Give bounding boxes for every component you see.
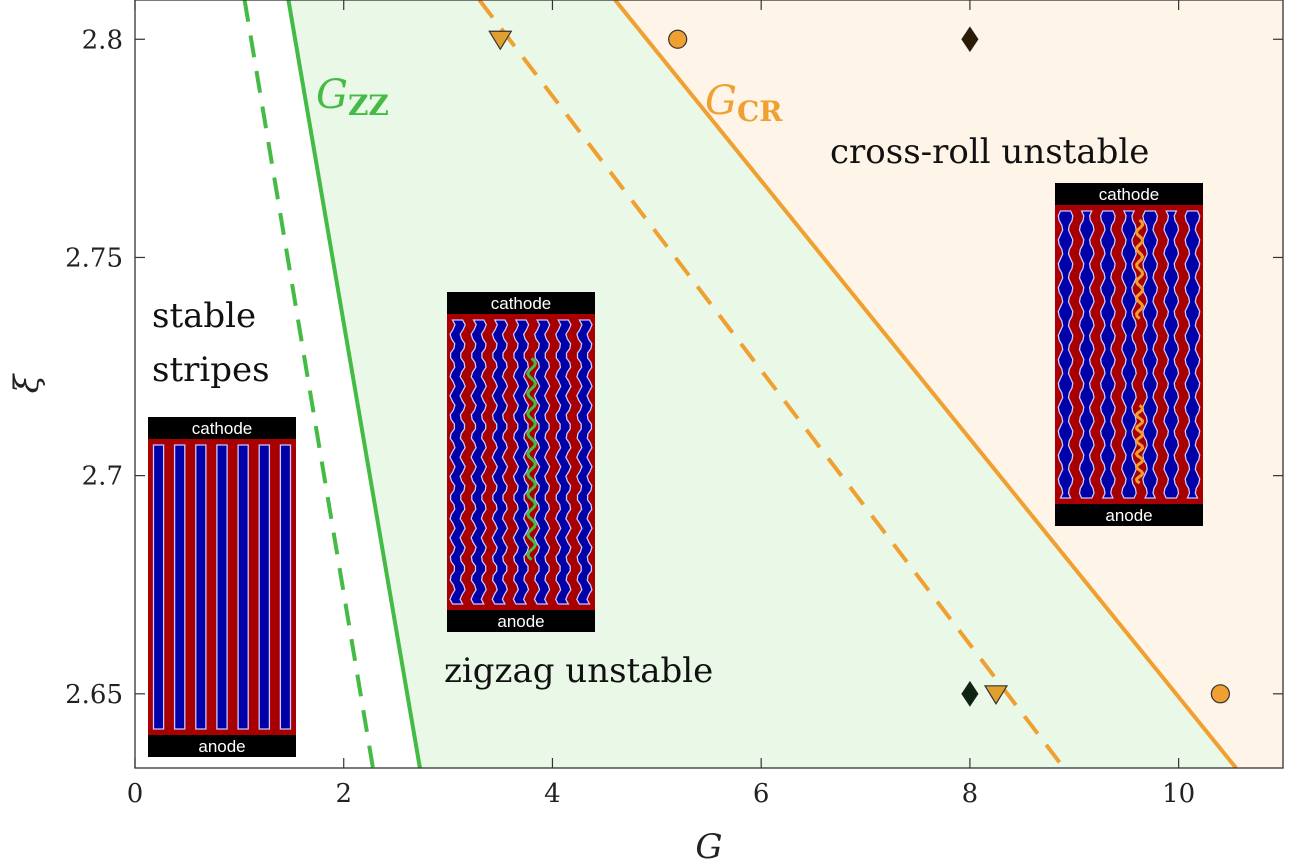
zigzag-solid-line [286, 0, 422, 768]
inset-stripe [195, 444, 207, 730]
inset-stripe [1121, 210, 1137, 499]
inset-stripe [449, 319, 466, 605]
inset-stripe [554, 319, 572, 605]
x-tick-label: 8 [962, 779, 979, 809]
inset-stripe [279, 444, 292, 730]
inset-stripe [1099, 210, 1116, 499]
g-zz-label: GZZ [316, 72, 389, 122]
axes-group: 0 2 4 6 8 10 2.65 2.7 2.75 2.8 Gξ [7, 0, 1284, 867]
inset-anode-label: anode [497, 612, 544, 631]
inset-top-bar [447, 292, 595, 314]
inset-stripe [1142, 210, 1159, 499]
inset-top-bar [1055, 183, 1203, 205]
region-label: stable [152, 296, 256, 336]
inset-group: cathode anode cathode anode cathode anode [148, 183, 1203, 757]
marker-diamond-3 [961, 680, 979, 707]
inset-cathode-label: cathode [1099, 185, 1160, 204]
g-cr-label: GCR [705, 78, 783, 128]
inset-stripe [512, 319, 530, 605]
crossroll-dashed-line [477, 0, 1066, 768]
curve-label-subscript: ZZ [348, 89, 389, 122]
inset-top-bar [148, 417, 296, 439]
y-tick-label: 2.75 [65, 243, 123, 273]
inset-stripe [1184, 210, 1201, 499]
marker-circle-1 [668, 29, 688, 49]
inset-bottom-bar [1055, 504, 1203, 526]
inset-stripe [470, 319, 488, 605]
inset-stripe [533, 319, 551, 605]
y-tick-label: 2.7 [82, 462, 123, 492]
inset-cathode-label: cathode [491, 294, 552, 313]
inset-stripe [576, 319, 593, 605]
x-axis-label: G [695, 827, 722, 867]
x-tick-label: 2 [335, 779, 352, 809]
y-tick-label: 2.8 [82, 25, 123, 55]
inset-zigzag: cathode anode [447, 292, 595, 632]
inset-stripe [258, 444, 271, 730]
label-group: stable stripes zigzag unstable cross-roll u… [152, 72, 1149, 691]
inset-straight: cathode anode [148, 417, 296, 757]
inset-stripe [173, 444, 186, 730]
curve-label-main: G [316, 72, 348, 118]
marker-diamond-2 [961, 26, 979, 53]
x-tick-label: 0 [127, 779, 144, 809]
inset-highlight-line [526, 357, 538, 561]
y-tick-label: 2.65 [65, 680, 123, 710]
zigzag-dashed-line [242, 0, 375, 768]
crossroll-solid-line [613, 0, 1238, 768]
inset-anode-label: anode [198, 737, 245, 756]
inset-stripe [152, 444, 165, 730]
axes-frame [134, 0, 1284, 769]
region-label: cross-roll unstable [830, 132, 1149, 172]
marker-circle-5 [1210, 684, 1230, 704]
marker-triangle-4 [983, 685, 1009, 705]
inset-stripe [1057, 210, 1074, 499]
inset-highlight-line [1134, 404, 1145, 485]
x-tick-label: 6 [753, 779, 770, 809]
inset-stripe [216, 444, 228, 730]
region-label: zigzag unstable [444, 651, 713, 691]
marker-triangle-0 [488, 30, 513, 51]
inset-stripe [491, 319, 509, 605]
region-label: stripes [152, 350, 270, 390]
curve-label-subscript: CR [737, 95, 783, 128]
inset-bottom-bar [148, 735, 296, 757]
curve-label-main: G [705, 78, 737, 124]
inset-highlight-line [1134, 218, 1145, 320]
inset-bottom-bar [447, 610, 595, 632]
inset-cathode-label: cathode [192, 419, 253, 438]
inset-anode-label: anode [1105, 506, 1152, 525]
inset-stripe [1078, 210, 1095, 499]
x-tick-label: 10 [1162, 779, 1195, 809]
x-tick-label: 4 [544, 779, 561, 809]
inset-crossroll: cathode anode [1055, 183, 1203, 526]
inset-stripe [1163, 210, 1180, 499]
inset-stripe [237, 444, 249, 730]
y-axis-label: ξ [7, 372, 47, 393]
